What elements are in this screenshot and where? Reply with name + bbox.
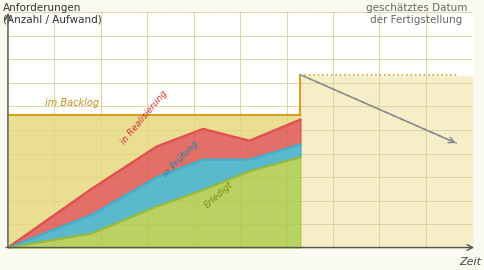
- Text: Zeit: Zeit: [460, 257, 482, 267]
- Polygon shape: [8, 115, 301, 248]
- Text: geschätztes Datum
der Fertigstellung: geschätztes Datum der Fertigstellung: [366, 3, 467, 25]
- Text: in Prüfung: in Prüfung: [161, 139, 200, 179]
- Text: Anforderungen
(Anzahl / Aufwand): Anforderungen (Anzahl / Aufwand): [3, 3, 102, 25]
- Text: Erledigt: Erledigt: [203, 180, 235, 210]
- Text: im Backlog: im Backlog: [45, 99, 99, 109]
- Text: in Realisierung: in Realisierung: [120, 89, 169, 146]
